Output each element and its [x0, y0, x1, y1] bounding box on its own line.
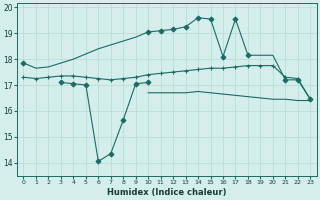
X-axis label: Humidex (Indice chaleur): Humidex (Indice chaleur) — [107, 188, 227, 197]
